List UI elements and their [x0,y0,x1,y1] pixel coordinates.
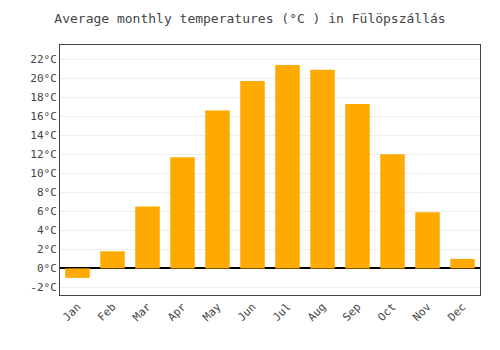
svg-text:16°C: 16°C [30,110,57,123]
svg-text:20°C: 20°C [30,72,57,85]
svg-text:10°C: 10°C [30,167,57,180]
svg-text:6°C: 6°C [37,205,57,218]
svg-text:0°C: 0°C [37,262,57,275]
svg-text:Average monthly temperatures (: Average monthly temperatures (°C ) in Fü… [54,11,445,26]
svg-text:22°C: 22°C [30,53,57,66]
svg-text:8°C: 8°C [37,186,57,199]
svg-text:May: May [200,300,224,324]
svg-text:-2°C: -2°C [30,281,57,294]
svg-text:Aug: Aug [305,301,328,324]
svg-text:2°C: 2°C [37,243,57,256]
svg-text:4°C: 4°C [37,224,57,237]
svg-text:Oct: Oct [375,301,398,324]
svg-text:Jun: Jun [235,301,258,324]
svg-text:Jan: Jan [60,301,83,324]
svg-text:Apr: Apr [165,300,189,324]
svg-text:14°C: 14°C [30,129,57,142]
svg-text:12°C: 12°C [30,148,57,161]
svg-text:Nov: Nov [410,300,434,324]
svg-text:Dec: Dec [445,301,468,324]
svg-text:Mar: Mar [130,300,154,324]
svg-text:Jul: Jul [270,301,293,324]
svg-text:Sep: Sep [340,301,363,324]
svg-text:18°C: 18°C [30,91,57,104]
svg-text:Feb: Feb [95,301,118,324]
